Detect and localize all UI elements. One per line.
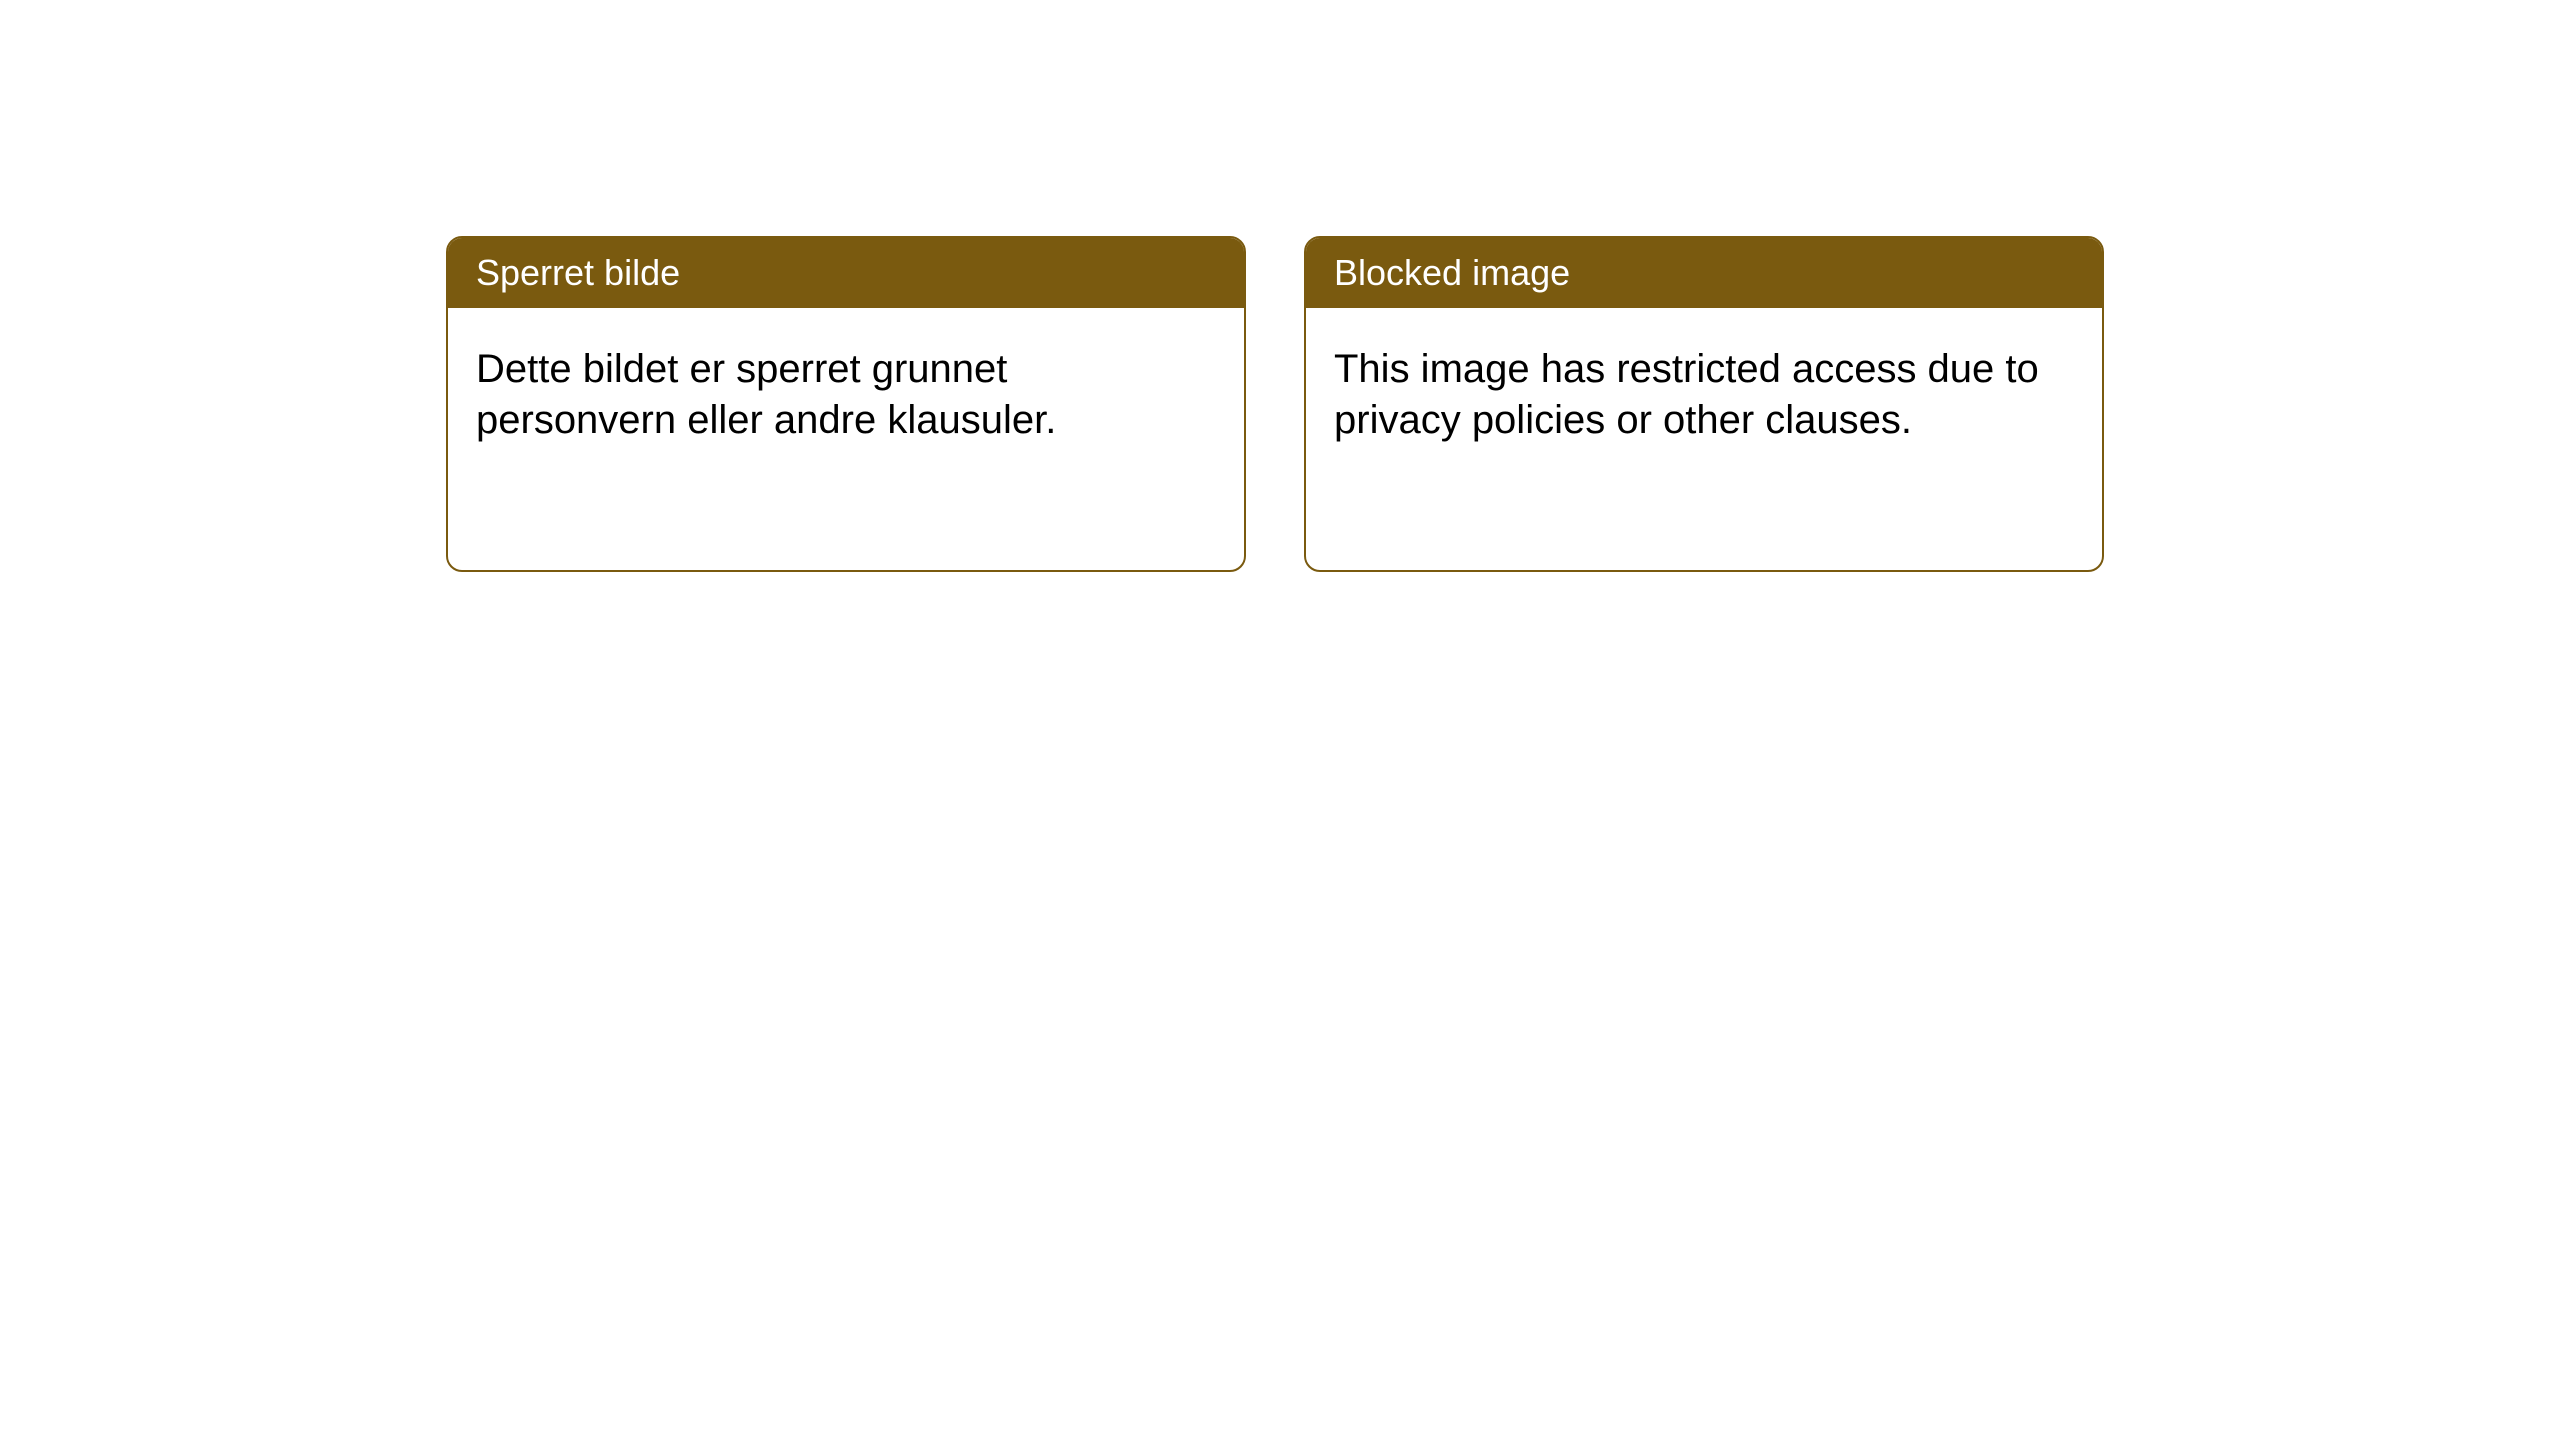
card-title-norwegian: Sperret bilde — [448, 238, 1244, 308]
info-card-norwegian: Sperret bilde Dette bildet er sperret gr… — [446, 236, 1246, 572]
card-title-english: Blocked image — [1306, 238, 2102, 308]
info-card-english: Blocked image This image has restricted … — [1304, 236, 2104, 572]
card-body-norwegian: Dette bildet er sperret grunnet personve… — [448, 308, 1244, 482]
card-body-english: This image has restricted access due to … — [1306, 308, 2102, 482]
cards-row: Sperret bilde Dette bildet er sperret gr… — [446, 236, 2104, 572]
